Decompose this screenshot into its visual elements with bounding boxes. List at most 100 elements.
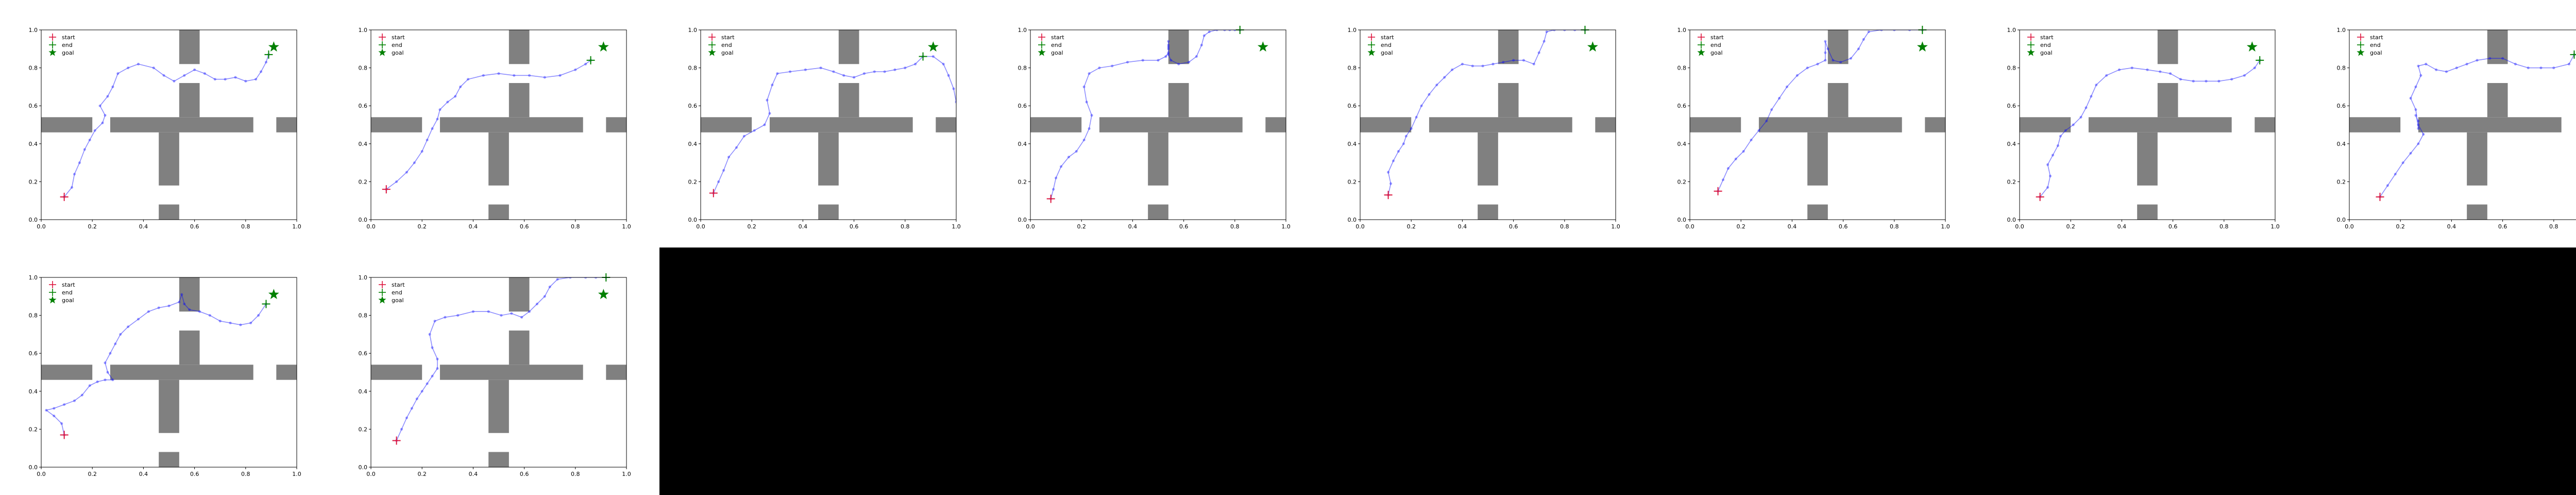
trajectory-point — [1481, 64, 1484, 68]
trajectory-point — [96, 380, 99, 383]
trajectory-point — [2414, 108, 2417, 111]
trajectory-point — [1545, 30, 1548, 34]
obstacle-block — [2487, 30, 2508, 64]
trajectory-point — [931, 55, 935, 58]
trajectory-point — [2445, 70, 2448, 73]
x-tick-label: 0.8 — [571, 223, 580, 230]
axis-ticks: 0.0 0.2 0.4 0.6 0.8 1.0 0.0 0.2 0.4 0.6 0.8 1.0 — [29, 27, 301, 230]
legend-start-label: start — [392, 282, 405, 288]
trajectory-point — [2417, 123, 2420, 126]
trajectory-point — [2253, 67, 2256, 70]
y-tick-label: 0.0 — [359, 217, 368, 223]
trajectory-point — [127, 325, 130, 328]
trajectory-point — [2435, 68, 2438, 71]
trajectory-point — [413, 161, 416, 164]
trajectory-point — [520, 316, 523, 319]
trajectory-point — [2179, 78, 2182, 81]
trajectory — [2378, 53, 2576, 199]
trajectory-point — [1126, 60, 1129, 64]
y-tick-label: 0.6 — [2007, 103, 2016, 109]
y-tick-label: 0.6 — [1018, 103, 1027, 109]
axis-ticks: 0.0 0.2 0.4 0.6 0.8 1.0 0.0 0.2 0.4 0.6 0.8 1.0 — [1018, 27, 1291, 230]
trajectory-point — [255, 78, 258, 81]
trajectory-point — [1055, 176, 1058, 179]
legend-end-label: end — [1381, 42, 1392, 48]
obstacle-block — [1758, 117, 1902, 133]
y-tick-label: 0.4 — [688, 141, 698, 147]
y-tick-label: 0.6 — [1677, 103, 1687, 109]
trajectory-point — [420, 390, 423, 393]
markers — [60, 41, 279, 201]
obstacle-block — [509, 30, 530, 64]
x-tick-label: 0.0 — [37, 223, 46, 230]
y-tick-label: 0.4 — [2007, 141, 2016, 147]
obstacle-block — [2418, 117, 2562, 133]
axis-ticks: 0.0 0.2 0.4 0.6 0.8 1.0 0.0 0.2 0.4 0.6 0.8 1.0 — [1677, 27, 1950, 230]
trajectory-point — [584, 62, 587, 65]
goal-marker — [2246, 41, 2258, 52]
obstacle-block — [2137, 132, 2158, 186]
y-tick-label: 0.0 — [1677, 217, 1687, 223]
trajectory-point — [2527, 67, 2530, 70]
trajectory-point — [2409, 152, 2412, 155]
x-tick-label: 0.2 — [417, 471, 427, 477]
axes-frame — [41, 29, 297, 220]
x-tick-label: 0.2 — [1077, 223, 1086, 230]
trajectory-point — [2243, 74, 2246, 77]
trajectory-point — [104, 378, 107, 382]
trajectory-point — [1893, 30, 1896, 31]
trajectory-point — [1757, 129, 1760, 132]
x-tick-label: 0.8 — [1560, 223, 1569, 230]
obstacle-block — [488, 380, 509, 433]
trajectory-point — [2552, 67, 2555, 70]
x-tick-label: 1.0 — [1941, 223, 1950, 230]
trajectory-point — [1075, 150, 1078, 153]
x-tick-label: 0.2 — [747, 223, 756, 230]
obstacle-block — [488, 132, 509, 186]
x-tick-label: 0.4 — [469, 223, 478, 230]
obstacle-block — [1148, 204, 1168, 220]
trajectory-point — [119, 333, 122, 336]
trajectory-point — [106, 95, 109, 98]
trajectory-point — [1471, 64, 1474, 68]
obstacle-block — [1690, 117, 1741, 133]
trajectory-point — [947, 74, 950, 77]
trajectory-point — [1410, 127, 1413, 130]
trajectory-point — [543, 295, 546, 298]
legend-goal-symbol — [48, 296, 57, 304]
markers — [709, 41, 939, 197]
y-tick-label: 0.2 — [1677, 178, 1687, 185]
trajectory-point — [2046, 163, 2049, 166]
trajectory-point — [2417, 142, 2420, 145]
obstacle-block — [1360, 117, 1412, 133]
x-tick-label: 0.0 — [366, 471, 376, 477]
trajectory-point — [1167, 40, 1170, 43]
trajectory-point — [1522, 59, 1526, 62]
goal-marker — [1917, 41, 1928, 52]
obstacle-block — [179, 30, 200, 64]
x-tick-label: 0.2 — [2396, 223, 2405, 230]
x-tick-label: 0.6 — [850, 223, 859, 230]
y-tick-label: 0.2 — [359, 426, 368, 433]
x-tick-label: 0.6 — [520, 223, 529, 230]
trajectory-point — [487, 310, 490, 313]
trajectory-plot-10: 0.0 0.2 0.4 0.6 0.8 1.0 0.0 0.2 0.4 0.6 0.8 1.0 star… — [359, 273, 631, 477]
obstacle-block — [371, 117, 422, 133]
trajectory-point — [436, 118, 439, 121]
obstacles — [371, 30, 626, 220]
trajectory-point — [104, 114, 107, 117]
trajectory-point — [431, 127, 434, 130]
x-tick-label: 0.2 — [2066, 223, 2075, 230]
legend-end-label: end — [62, 42, 73, 48]
obstacle-block — [1429, 117, 1572, 133]
trajectory-point — [433, 320, 436, 323]
legend-end-label: end — [2370, 42, 2381, 48]
trajectory-point — [436, 367, 439, 370]
trajectory-point — [543, 76, 546, 79]
x-tick-label: 0.0 — [1355, 223, 1365, 230]
trajectory-point — [73, 173, 76, 176]
trajectory-point — [1492, 62, 1495, 65]
trajectory-point — [2514, 62, 2517, 65]
trajectory-point — [2064, 129, 2067, 132]
